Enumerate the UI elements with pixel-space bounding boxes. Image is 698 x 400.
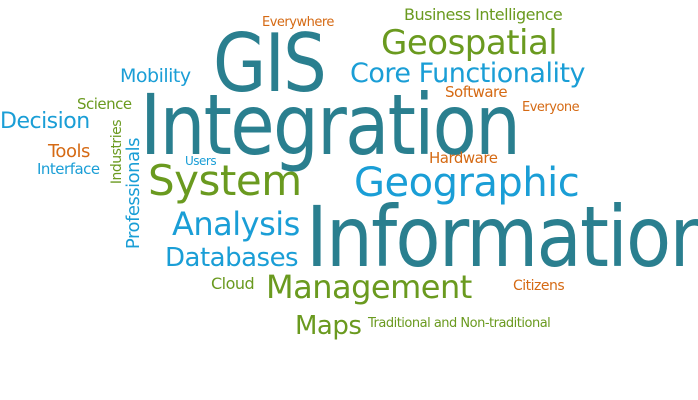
word-integration: Integration xyxy=(140,76,521,174)
word-system: System xyxy=(148,156,302,205)
word-citizens: Citizens xyxy=(513,278,565,294)
word-traditional-and-non-traditional: Traditional and Non-traditional xyxy=(368,316,551,331)
word-users: Users xyxy=(185,154,217,168)
word-mobility: Mobility xyxy=(120,65,191,87)
word-geospatial: Geospatial xyxy=(381,23,558,63)
word-everywhere: Everywhere xyxy=(262,15,334,30)
word-management: Management xyxy=(266,268,472,306)
word-hardware: Hardware xyxy=(429,149,498,167)
word-cloud-term: Cloud xyxy=(211,274,255,293)
word-everyone: Everyone xyxy=(522,100,580,115)
word-tools: Tools xyxy=(48,141,90,162)
word-decision: Decision xyxy=(0,109,90,134)
word-science: Science xyxy=(77,95,132,113)
word-maps: Maps xyxy=(295,311,362,341)
word-information: Information xyxy=(306,188,698,286)
word-core-functionality: Core Functionality xyxy=(350,58,586,89)
word-professionals: Professionals xyxy=(123,138,144,250)
word-databases: Databases xyxy=(165,243,299,273)
word-industries: Industries xyxy=(109,120,125,185)
word-business-intelligence: Business Intelligence xyxy=(404,5,563,24)
word-software: Software xyxy=(445,83,508,101)
word-interface: Interface xyxy=(37,160,100,178)
word-analysis: Analysis xyxy=(172,205,300,243)
word-gis: GIS xyxy=(213,17,327,110)
word-geographic: Geographic xyxy=(354,160,580,206)
